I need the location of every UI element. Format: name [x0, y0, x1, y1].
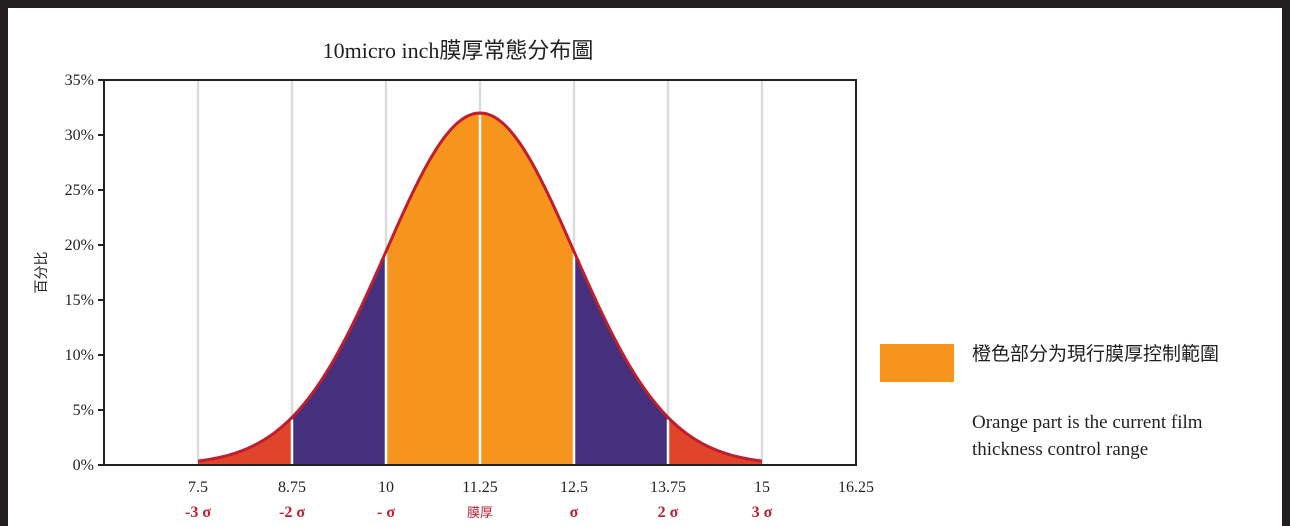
- band-area-0: [198, 417, 292, 465]
- x-sigma-label-4: σ: [570, 504, 579, 521]
- y-tick-label-6: 30%: [65, 127, 94, 144]
- x-tick-label-7: 16.25: [838, 479, 874, 496]
- x-sigma-label-6: 3 σ: [752, 504, 773, 521]
- chart-title: 10micro inch膜厚常態分布圖: [323, 38, 594, 63]
- band-area-4: [668, 417, 762, 465]
- y-tick-label-4: 20%: [65, 237, 94, 254]
- distribution-curve: [197, 111, 763, 463]
- x-sigma-label-0: -3 σ: [185, 504, 211, 521]
- x-sigma-label-3: 膜厚: [467, 506, 493, 521]
- y-tick-label-7: 35%: [65, 72, 94, 89]
- x-tick-label-3: 11.25: [462, 479, 497, 496]
- legend-label-cn: 橙色部分为現行膜厚控制範圍: [972, 343, 1220, 365]
- x-tick-label-6: 15: [754, 479, 770, 496]
- y-tick-label-1: 5%: [73, 402, 94, 419]
- x-tick-label-2: 10: [378, 479, 394, 496]
- x-tick-label-5: 13.75: [650, 479, 686, 496]
- legend-swatch-orange: [880, 344, 954, 382]
- x-tick-label-0: 7.5: [188, 479, 208, 496]
- y-tick-label-3: 15%: [65, 292, 94, 309]
- y-axis-label: 百分比: [34, 252, 50, 294]
- x-sigma-label-1: -2 σ: [279, 504, 305, 521]
- x-tick-label-4: 12.5: [560, 479, 588, 496]
- plot-border: [103, 79, 857, 466]
- x-sigma-label-2: - σ: [377, 504, 395, 521]
- x-tick-label-1: 8.75: [278, 479, 306, 496]
- y-tick-label-0: 0%: [73, 457, 94, 474]
- y-tick-label-5: 25%: [65, 182, 94, 199]
- x-sigma-label-5: 2 σ: [658, 504, 679, 521]
- legend-label-en: Orange part is the current film thicknes…: [972, 412, 1203, 460]
- y-tick-label-2: 10%: [65, 347, 94, 364]
